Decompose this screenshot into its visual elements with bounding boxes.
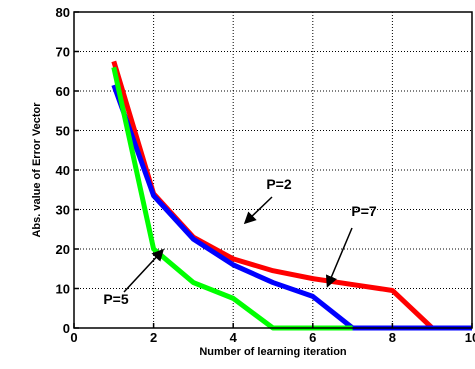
y-tick-label: 40 [56, 163, 70, 178]
annotation-label: P=2 [266, 176, 292, 192]
y-tick-label: 0 [63, 321, 70, 336]
y-axis-label: Abs. value of Error Vector [31, 102, 43, 238]
annotation-label: P=7 [351, 203, 377, 219]
y-tick-label: 60 [56, 84, 70, 99]
series-line-p-7 [111, 84, 472, 331]
y-tick-label: 10 [56, 282, 70, 297]
x-tick-label: 10 [465, 330, 475, 345]
annotation-label: P=5 [103, 291, 129, 307]
x-tick-label: 4 [230, 330, 238, 345]
y-tick-label: 80 [56, 5, 70, 20]
y-tick-label: 30 [56, 203, 70, 218]
y-tick-label: 50 [56, 124, 70, 139]
annotation-arrow [325, 227, 353, 288]
grid [74, 12, 472, 328]
tick-labels: 0 2 4 6 8 10 0 10 20 30 40 50 60 70 80 [56, 5, 475, 345]
annotation-arrow [123, 248, 165, 293]
annotation-arrow [243, 196, 273, 225]
y-tick-label: 20 [56, 242, 70, 257]
x-axis-label: Number of learning iteration [199, 346, 347, 358]
y-tick-label: 70 [56, 45, 70, 60]
x-tick-label: 0 [70, 330, 77, 345]
x-tick-label: 6 [309, 330, 316, 345]
x-tick-label: 8 [389, 330, 396, 345]
annotations: P=2 P=7 P=5 [103, 176, 377, 307]
x-tick-label: 2 [150, 330, 157, 345]
